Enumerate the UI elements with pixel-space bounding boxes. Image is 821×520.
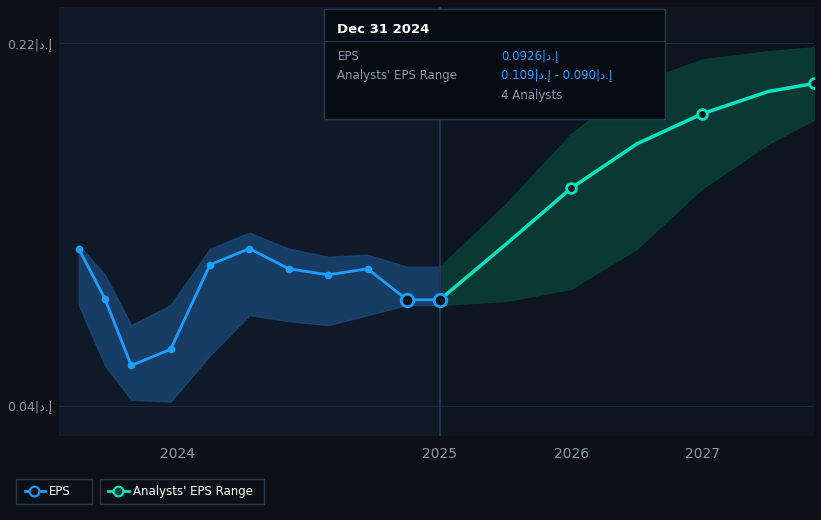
- Text: Actual: Actual: [392, 31, 429, 44]
- Text: Dec 31 2024: Dec 31 2024: [337, 22, 430, 35]
- Text: Analysts' EPS Range: Analysts' EPS Range: [337, 70, 457, 83]
- Text: 0.109|د.إ - 0.090|د.إ: 0.109|د.إ - 0.090|د.إ: [501, 69, 612, 83]
- Text: Analysts Forecasts: Analysts Forecasts: [451, 31, 560, 44]
- Bar: [59, 7, 440, 436]
- Text: EPS: EPS: [337, 50, 359, 63]
- Text: 0.0926|د.إ: 0.0926|د.إ: [501, 49, 558, 63]
- Text: EPS: EPS: [49, 485, 71, 498]
- Text: Analysts' EPS Range: Analysts' EPS Range: [133, 485, 253, 498]
- Text: 4 Analysts: 4 Analysts: [501, 89, 562, 102]
